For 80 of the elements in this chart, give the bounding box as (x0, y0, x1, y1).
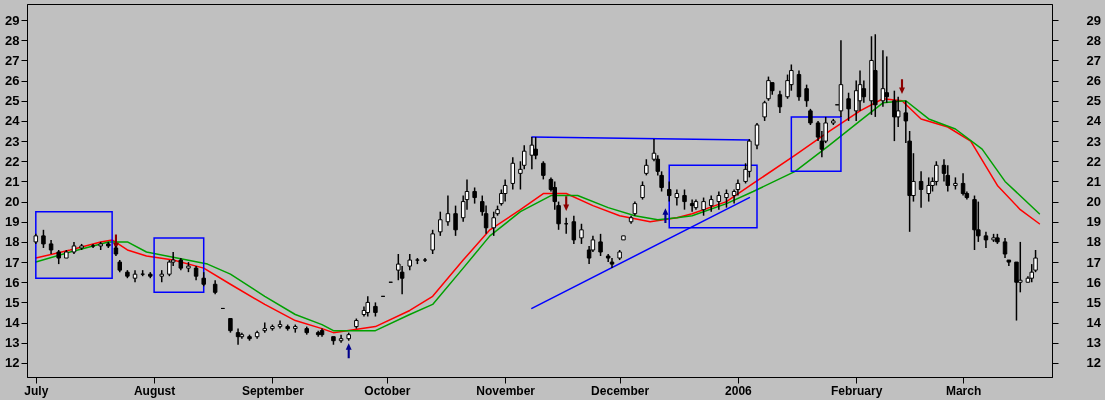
y2-tick-label: 15 (1086, 294, 1101, 310)
candlestick (716, 190, 722, 211)
candlestick (571, 214, 577, 245)
candlestick (430, 229, 435, 255)
x-tick-label: October (364, 383, 411, 398)
y-tick-label: 28 (5, 32, 20, 48)
x-tick-label: 2006 (725, 383, 753, 398)
candlestick (1018, 241, 1023, 294)
x-tick-label: September (241, 383, 305, 398)
candlestick (674, 188, 680, 207)
y-tick-label: 19 (5, 214, 20, 230)
y2-tick-label: 19 (1086, 214, 1101, 230)
candlestick (846, 91, 851, 122)
y2-tick-label: 14 (1086, 315, 1102, 331)
candlestick (762, 100, 767, 122)
y-tick-label: 12 (5, 355, 20, 371)
y-tick-label: 21 (5, 173, 20, 189)
candlestick (502, 178, 508, 203)
y2-tick-label: 22 (1086, 153, 1101, 169)
y2-tick-label: 29 (1086, 12, 1101, 28)
candlestick (861, 79, 867, 104)
candlestick (666, 180, 672, 203)
x-tick-label: February (831, 383, 883, 398)
y-tick-label: 27 (5, 52, 20, 68)
y2-tick-label: 26 (1086, 73, 1101, 89)
y-tick-label: 15 (5, 294, 20, 310)
candlestick (682, 188, 687, 211)
y-tick-label: 17 (5, 254, 20, 270)
y2-tick-label: 16 (1086, 274, 1101, 290)
y2-tick-label: 25 (1086, 93, 1101, 109)
y2-tick-label: 21 (1086, 173, 1101, 189)
y-tick-label: 22 (5, 153, 20, 169)
candlestick (41, 229, 46, 249)
y2-tick-label: 20 (1086, 194, 1101, 210)
candlestick (579, 223, 584, 245)
y-tick-label: 29 (5, 12, 20, 28)
y-tick-label: 25 (5, 93, 20, 109)
y2-tick-label: 24 (1086, 113, 1102, 129)
candlestick (445, 194, 451, 227)
y-tick-label: 18 (5, 234, 20, 250)
y-tick-label: 20 (5, 194, 20, 210)
x-tick-label: August (133, 383, 176, 398)
candlestick (895, 96, 901, 128)
candlestick (892, 89, 897, 142)
y-tick-label: 23 (5, 133, 20, 149)
candlestick (724, 188, 729, 209)
y2-tick-label: 18 (1086, 234, 1101, 250)
x-tick-label: March (945, 383, 982, 398)
y-tick-label: 13 (5, 335, 20, 351)
y-tick-label: 14 (5, 315, 21, 331)
candlestick (529, 136, 535, 171)
candlestick (777, 89, 783, 114)
y2-tick-label: 17 (1086, 254, 1101, 270)
candlestick (510, 156, 516, 191)
y2-tick-label: 13 (1086, 335, 1101, 351)
x-tick-label: July (24, 383, 49, 398)
y2-tick-label: 27 (1086, 52, 1101, 68)
candlestick (701, 196, 706, 217)
candlestick (918, 170, 924, 209)
candlestick (453, 204, 458, 237)
y-tick-label: 24 (5, 113, 21, 129)
candlestick (884, 55, 889, 104)
x-tick-label: December (591, 383, 650, 398)
y-tick-label: 26 (5, 73, 20, 89)
candlestick (598, 233, 603, 257)
candlestick (754, 122, 760, 150)
candlestick (533, 136, 538, 160)
candlestick (262, 321, 268, 334)
y-tick-label: 16 (5, 274, 20, 290)
y2-tick-label: 12 (1086, 355, 1101, 371)
x-tick-label: November (476, 383, 536, 398)
candlestick (541, 160, 546, 181)
candlestick (1002, 237, 1008, 259)
candlestick (491, 210, 496, 237)
y2-tick-label: 23 (1086, 133, 1101, 149)
y2-tick-label: 28 (1086, 32, 1101, 48)
candlestick (804, 83, 809, 108)
candlestick (438, 210, 443, 237)
candlestick (640, 180, 645, 201)
candlestick (926, 176, 931, 203)
